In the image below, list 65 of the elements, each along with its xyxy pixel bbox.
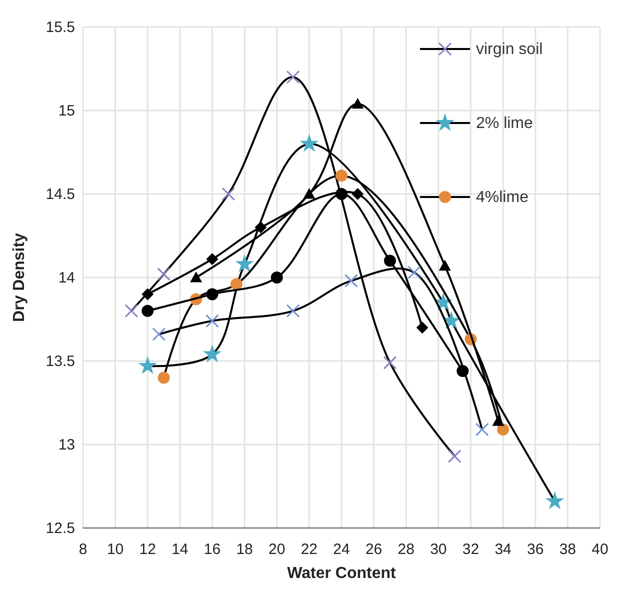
point	[384, 254, 396, 267]
x-tick-label: 34	[494, 541, 512, 558]
x-tick-label: 28	[398, 541, 414, 558]
point	[138, 356, 158, 374]
point	[407, 266, 421, 280]
x-tick-label: 16	[204, 541, 221, 558]
x-tick-label: 14	[172, 541, 188, 558]
x-tick-label: 8	[78, 541, 88, 558]
x-tick-label: 24	[333, 541, 350, 558]
point	[152, 328, 166, 342]
point	[286, 304, 300, 318]
x-tick-label: 26	[365, 541, 382, 558]
point	[158, 372, 170, 384]
x-tick-label: 10	[106, 541, 124, 558]
y-tick-label: 12.5	[46, 520, 75, 537]
y-tick-label: 13	[58, 436, 75, 454]
y-tick-label: 14.5	[46, 186, 75, 203]
point	[303, 188, 316, 199]
point	[344, 274, 358, 288]
point	[352, 98, 364, 109]
point	[336, 188, 348, 200]
point	[270, 272, 283, 284]
y-tick-label: 15	[58, 102, 75, 120]
point	[157, 267, 171, 281]
x-tick-label: 38	[559, 541, 576, 558]
x-tick-label: 40	[592, 541, 608, 558]
legend-label: virgin soil	[476, 41, 543, 58]
point	[206, 288, 218, 300]
point	[190, 272, 202, 282]
point	[352, 188, 364, 200]
x-tick-label: 20	[268, 541, 286, 558]
y-tick-label: 14	[58, 270, 75, 286]
point	[497, 423, 510, 436]
x-axis-title: Water Content	[287, 565, 397, 582]
point	[235, 254, 254, 272]
y-tick-label: 15.5	[46, 19, 75, 36]
point	[448, 449, 462, 463]
point	[545, 491, 564, 510]
x-tick-label: 12	[139, 541, 156, 558]
x-tick-label: 18	[236, 541, 253, 558]
point	[438, 260, 451, 271]
legend-label: 2% lime	[476, 115, 534, 132]
point	[300, 134, 319, 152]
x-tick-label: 22	[300, 541, 318, 558]
point	[336, 170, 348, 182]
point	[142, 288, 154, 300]
point	[475, 422, 489, 436]
x-tick-label: 30	[430, 541, 447, 558]
point	[286, 70, 300, 84]
point	[124, 304, 138, 318]
y-tick-label: 13.5	[46, 353, 75, 370]
point	[254, 221, 267, 234]
x-tick-label: 32	[462, 541, 480, 558]
point	[230, 278, 242, 290]
point	[416, 322, 428, 334]
y-axis-title: Dry Density	[11, 232, 28, 322]
point	[142, 304, 154, 317]
x-tick-label: 36	[527, 541, 544, 558]
point	[206, 253, 218, 266]
point	[492, 415, 504, 426]
point	[222, 187, 236, 201]
legend-label: 4%lime	[476, 189, 529, 206]
point	[206, 314, 219, 328]
point	[202, 344, 222, 362]
point	[383, 356, 397, 370]
